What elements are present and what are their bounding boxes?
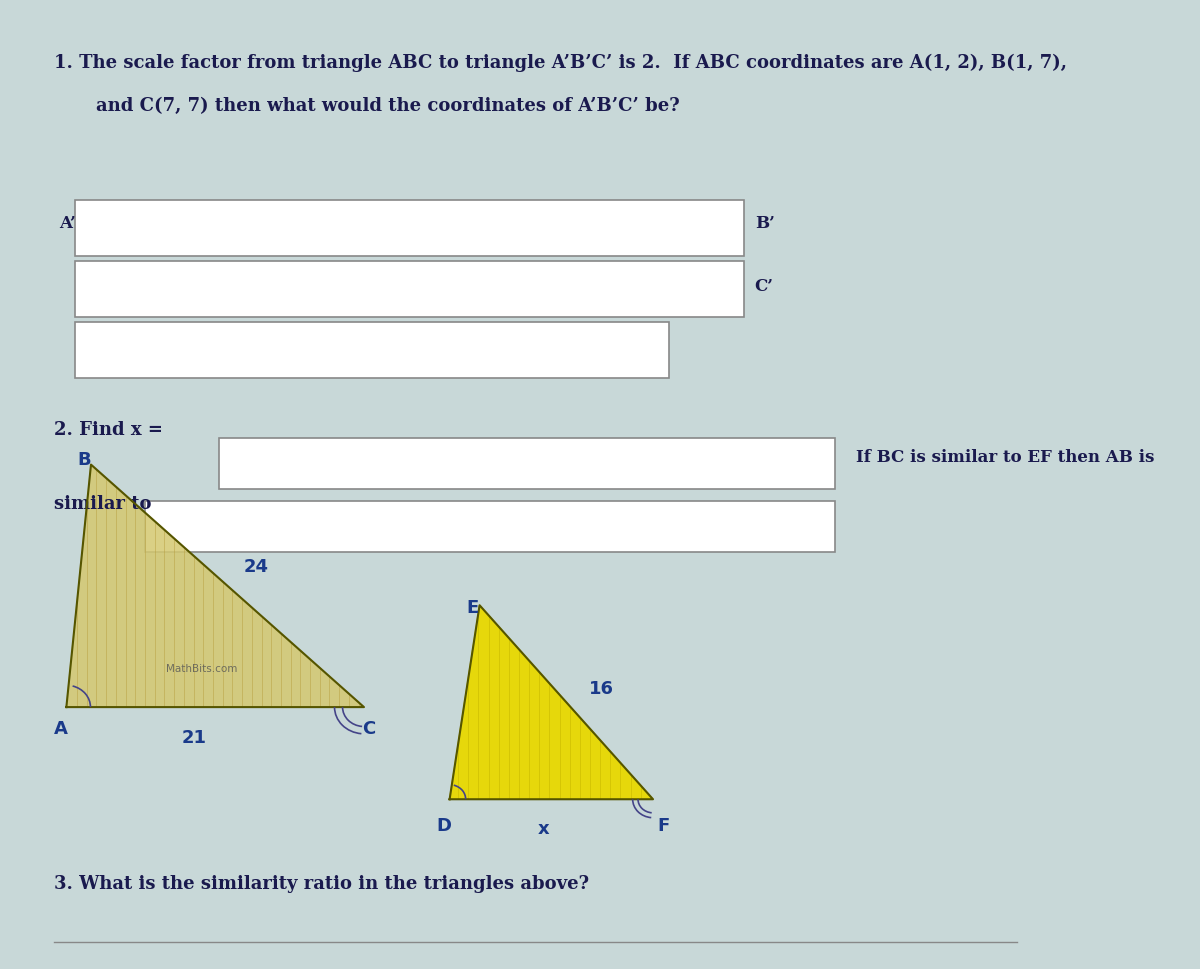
Text: 2. Find x =: 2. Find x = <box>54 421 162 439</box>
Text: A: A <box>54 719 67 737</box>
FancyBboxPatch shape <box>74 262 744 318</box>
FancyBboxPatch shape <box>144 502 835 552</box>
Text: x: x <box>538 819 550 837</box>
Text: 3. What is the similarity ratio in the triangles above?: 3. What is the similarity ratio in the t… <box>54 874 588 892</box>
Text: F: F <box>658 816 670 834</box>
Text: C: C <box>362 719 376 737</box>
Text: C’: C’ <box>755 277 774 295</box>
Text: similar to: similar to <box>54 494 151 513</box>
Text: and C(7, 7) then what would the coordinates of A’B’C’ be?: and C(7, 7) then what would the coordina… <box>96 97 680 115</box>
Text: 1. The scale factor from triangle ABC to triangle A’B’C’ is 2.  If ABC coordinat: 1. The scale factor from triangle ABC to… <box>54 53 1067 72</box>
FancyBboxPatch shape <box>220 439 835 489</box>
FancyBboxPatch shape <box>74 201 744 257</box>
Text: MathBits.com: MathBits.com <box>166 664 238 673</box>
Text: If BC is similar to EF then AB is: If BC is similar to EF then AB is <box>857 449 1154 466</box>
Text: 16: 16 <box>589 679 613 697</box>
FancyBboxPatch shape <box>74 323 670 379</box>
Polygon shape <box>450 606 653 799</box>
Text: B’: B’ <box>755 214 774 232</box>
Text: A’: A’ <box>59 214 76 232</box>
Text: 21: 21 <box>182 729 206 747</box>
Text: 24: 24 <box>244 558 269 576</box>
Text: E: E <box>467 599 479 617</box>
Polygon shape <box>66 465 364 707</box>
Text: D: D <box>437 816 451 834</box>
Text: B: B <box>77 451 91 469</box>
